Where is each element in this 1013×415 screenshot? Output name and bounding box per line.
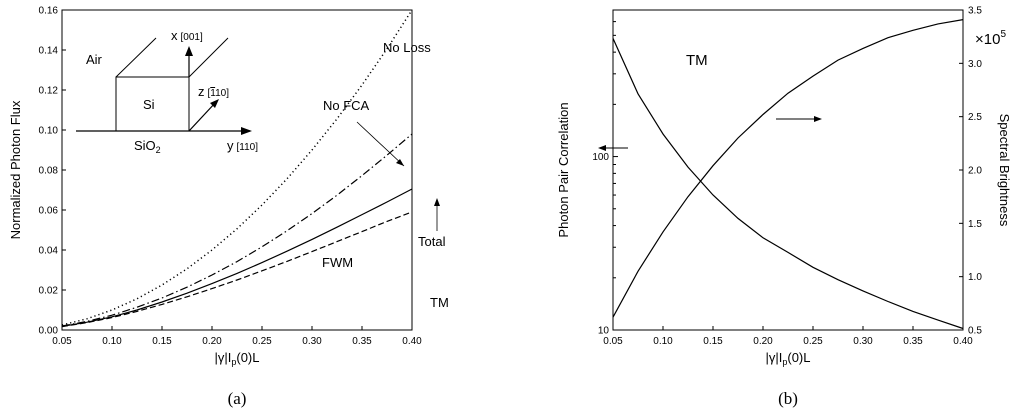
annotation-tm-b: TM bbox=[686, 52, 708, 69]
inset-x-label: x [001] bbox=[171, 28, 203, 43]
x-tick-label-a: 0.40 bbox=[402, 336, 422, 347]
x-tick-label-b: 0.05 bbox=[603, 336, 623, 347]
panel-a: 0.05 0.10 0.15 0.20 0.25 0.30 0.35 0.40 0.00 0.02… bbox=[8, 6, 449, 409]
inset-si-label: Si bbox=[143, 97, 155, 112]
x-tick-label-b: 0.15 bbox=[703, 336, 723, 347]
y-tick-label-a: 0.10 bbox=[39, 126, 59, 137]
inset-x-arrowhead bbox=[185, 46, 193, 56]
x-tick-label-a: 0.35 bbox=[352, 336, 372, 347]
panel-b: 0.05 0.10 0.15 0.20 0.25 0.30 0.35 0.40 10 100 0.5… bbox=[556, 6, 1012, 409]
inset-box-top-left bbox=[115, 37, 157, 78]
y-right-tick-label: 1.5 bbox=[968, 219, 982, 230]
x-tick-label-a: 0.05 bbox=[52, 336, 72, 347]
left-axis-arrowhead bbox=[598, 145, 606, 151]
x-tick-label-b: 0.30 bbox=[853, 336, 873, 347]
caption-a: (a) bbox=[228, 389, 247, 408]
y-tick-label-a: 0.04 bbox=[39, 246, 59, 257]
y-left-tick-label: 100 bbox=[592, 152, 609, 163]
y-right-tick-label: 1.0 bbox=[968, 272, 982, 283]
x-tick-label-a: 0.20 bbox=[202, 336, 222, 347]
y-right-tick-label: 3.5 bbox=[968, 6, 982, 17]
y-tick-label-a: 0.08 bbox=[39, 166, 59, 177]
x-tick-label-b: 0.10 bbox=[653, 336, 673, 347]
x-axis-label-b: |γ|Ip(0)L bbox=[765, 350, 810, 367]
x-tick-label-b: 0.35 bbox=[903, 336, 923, 347]
series-line-no-loss bbox=[61, 9, 413, 326]
y-right-tick-label: 3.0 bbox=[968, 59, 982, 70]
series-group-a bbox=[61, 9, 413, 328]
x-axis-label-a: |γ|Ip(0)L bbox=[214, 350, 259, 367]
x-tick-label-a: 0.25 bbox=[252, 336, 272, 347]
caption-b: (b) bbox=[778, 389, 798, 408]
plot-frame-b bbox=[612, 9, 964, 331]
plot-frame-a bbox=[61, 9, 413, 331]
inset-box-top-right bbox=[188, 37, 229, 78]
y-tick-label-a: 0.00 bbox=[39, 326, 59, 337]
y-tick-label-a: 0.06 bbox=[39, 206, 59, 217]
inset-z-label: z [110] bbox=[198, 84, 229, 99]
x-tick-label-a: 0.30 bbox=[302, 336, 322, 347]
y-tick-label-a: 0.12 bbox=[39, 86, 59, 97]
x-tick-label-b: 0.20 bbox=[753, 336, 773, 347]
series-line-fwm bbox=[61, 211, 413, 328]
x-tick-label-a: 0.10 bbox=[102, 336, 122, 347]
right-axis-multiplier: ×105 bbox=[975, 29, 1006, 48]
inset-z-arrow bbox=[188, 101, 217, 132]
series-line-photon-pair-correlation bbox=[612, 38, 964, 330]
inset-y-arrowhead bbox=[241, 127, 252, 135]
annotation-fwm: FWM bbox=[322, 255, 353, 270]
annotation-tm-a: TM bbox=[430, 295, 449, 310]
y-left-tick-label: 10 bbox=[598, 326, 610, 337]
annotation-no-loss: No Loss bbox=[383, 40, 431, 55]
total-arrowhead bbox=[434, 198, 440, 206]
y-right-tick-label: 2.5 bbox=[968, 112, 982, 123]
series-line-spectral-brightness bbox=[612, 19, 964, 318]
series-line-total bbox=[61, 188, 413, 327]
right-axis-arrowhead bbox=[814, 116, 822, 122]
inset-air-label: Air bbox=[86, 52, 103, 67]
ticks-b: 0.05 0.10 0.15 0.20 0.25 0.30 0.35 0.40 10 100 0.5… bbox=[592, 6, 982, 348]
y-tick-label-a: 0.02 bbox=[39, 286, 59, 297]
series-group-b bbox=[612, 19, 964, 330]
y-axis-label-left-b: Photon Pair Correlation bbox=[556, 102, 571, 237]
ticks-a: 0.05 0.10 0.15 0.20 0.25 0.30 0.35 0.40 0.00 0.02… bbox=[39, 6, 423, 348]
x-tick-label-b: 0.40 bbox=[953, 336, 973, 347]
inset-y-label: y [110] bbox=[227, 138, 258, 153]
y-axis-label-a: Normalized Photon Flux bbox=[8, 100, 23, 239]
inset-si-waveguide bbox=[115, 76, 190, 132]
y-tick-label-a: 0.16 bbox=[39, 6, 59, 17]
y-tick-label-a: 0.14 bbox=[39, 46, 59, 57]
annotation-total: Total bbox=[418, 234, 446, 249]
inset-z-arrowhead bbox=[210, 99, 219, 108]
no-fca-arrow bbox=[356, 121, 405, 167]
x-tick-label-b: 0.25 bbox=[803, 336, 823, 347]
series-line-no-fca bbox=[61, 133, 413, 327]
y-right-tick-label: 0.5 bbox=[968, 326, 982, 337]
y-axis-label-right-b: Spectral Brightness bbox=[997, 114, 1012, 227]
inset-waveguide-diagram: Air Si SiO2 x [001] z [110] y [110] bbox=[76, 28, 258, 155]
x-tick-label-a: 0.15 bbox=[152, 336, 172, 347]
no-fca-arrowhead bbox=[396, 159, 404, 166]
y-right-tick-label: 2.0 bbox=[968, 166, 982, 177]
inset-sio2-label: SiO2 bbox=[134, 138, 161, 155]
annotation-no-fca: No FCA bbox=[323, 98, 370, 113]
